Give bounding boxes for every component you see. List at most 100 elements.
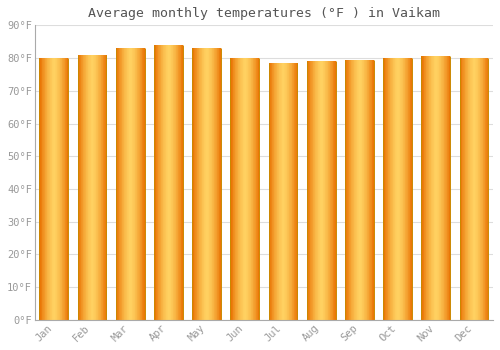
Bar bbox=[66, 58, 67, 320]
Bar bbox=[314, 61, 315, 320]
Bar bbox=[364, 60, 366, 320]
Bar bbox=[466, 58, 467, 320]
Bar bbox=[56, 58, 58, 320]
Bar bbox=[427, 56, 428, 320]
Bar bbox=[476, 58, 477, 320]
Bar bbox=[350, 60, 351, 320]
Bar bbox=[448, 56, 450, 320]
Bar bbox=[275, 63, 276, 320]
Bar bbox=[335, 61, 336, 320]
Bar bbox=[276, 63, 278, 320]
Bar bbox=[484, 58, 485, 320]
Bar bbox=[216, 48, 218, 320]
Bar bbox=[280, 63, 281, 320]
Bar bbox=[463, 58, 464, 320]
Bar bbox=[89, 55, 90, 320]
Bar bbox=[135, 48, 136, 320]
Bar bbox=[100, 55, 102, 320]
Bar bbox=[98, 55, 100, 320]
Bar bbox=[46, 58, 47, 320]
Bar bbox=[201, 48, 202, 320]
Bar bbox=[437, 56, 438, 320]
Bar bbox=[487, 58, 488, 320]
Bar bbox=[311, 61, 312, 320]
Bar bbox=[328, 61, 329, 320]
Bar bbox=[131, 48, 132, 320]
Bar bbox=[334, 61, 335, 320]
Bar bbox=[467, 58, 468, 320]
Bar bbox=[398, 58, 399, 320]
Bar bbox=[386, 58, 387, 320]
Bar bbox=[270, 63, 271, 320]
Bar bbox=[59, 58, 60, 320]
Bar bbox=[329, 61, 330, 320]
Bar bbox=[286, 63, 288, 320]
Bar bbox=[242, 58, 243, 320]
Bar bbox=[82, 55, 83, 320]
Bar bbox=[50, 58, 51, 320]
Bar bbox=[195, 48, 196, 320]
Bar bbox=[404, 58, 405, 320]
Bar bbox=[139, 48, 140, 320]
Bar bbox=[357, 60, 358, 320]
Bar bbox=[371, 60, 372, 320]
Bar bbox=[407, 58, 408, 320]
Bar bbox=[245, 58, 246, 320]
Bar bbox=[45, 58, 46, 320]
Bar bbox=[295, 63, 296, 320]
Bar bbox=[119, 48, 120, 320]
Bar bbox=[478, 58, 479, 320]
Bar bbox=[196, 48, 197, 320]
Bar bbox=[387, 58, 388, 320]
Bar bbox=[94, 55, 95, 320]
Bar bbox=[390, 58, 392, 320]
Bar bbox=[425, 56, 426, 320]
Bar bbox=[202, 48, 203, 320]
Bar bbox=[346, 60, 348, 320]
Bar bbox=[44, 58, 46, 320]
Bar bbox=[430, 56, 431, 320]
Bar bbox=[402, 58, 404, 320]
Bar bbox=[95, 55, 96, 320]
Bar bbox=[254, 58, 255, 320]
Bar bbox=[477, 58, 478, 320]
Bar bbox=[404, 58, 406, 320]
Bar bbox=[208, 48, 210, 320]
Bar bbox=[409, 58, 410, 320]
Bar bbox=[198, 48, 200, 320]
Bar bbox=[354, 60, 356, 320]
Bar bbox=[104, 55, 105, 320]
Bar bbox=[401, 58, 402, 320]
Bar bbox=[215, 48, 216, 320]
Bar bbox=[40, 58, 41, 320]
Bar bbox=[48, 58, 49, 320]
Bar bbox=[424, 56, 425, 320]
Bar bbox=[428, 56, 430, 320]
Bar bbox=[384, 58, 386, 320]
Bar bbox=[353, 60, 354, 320]
Bar bbox=[370, 60, 371, 320]
Bar bbox=[90, 55, 92, 320]
Bar bbox=[278, 63, 280, 320]
Bar bbox=[469, 58, 470, 320]
Bar bbox=[212, 48, 213, 320]
Bar bbox=[178, 45, 180, 320]
Bar bbox=[97, 55, 98, 320]
Bar bbox=[317, 61, 318, 320]
Bar bbox=[318, 61, 319, 320]
Bar bbox=[162, 45, 163, 320]
Bar bbox=[399, 58, 400, 320]
Bar bbox=[294, 63, 296, 320]
Bar bbox=[460, 58, 462, 320]
Bar bbox=[435, 56, 436, 320]
Bar bbox=[288, 63, 289, 320]
Bar bbox=[172, 45, 173, 320]
Bar bbox=[78, 55, 80, 320]
Bar bbox=[180, 45, 181, 320]
Bar bbox=[176, 45, 177, 320]
Bar bbox=[52, 58, 54, 320]
Bar bbox=[126, 48, 127, 320]
Bar bbox=[368, 60, 369, 320]
Bar bbox=[234, 58, 235, 320]
Bar bbox=[158, 45, 160, 320]
